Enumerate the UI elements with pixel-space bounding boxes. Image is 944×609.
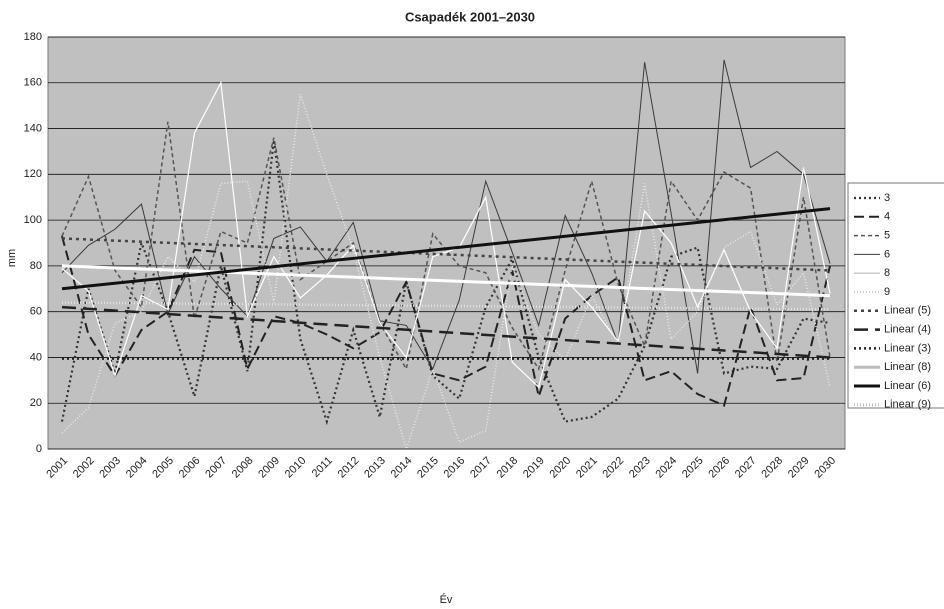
x-tick-label: 2008 bbox=[230, 455, 256, 481]
legend-label: 9 bbox=[884, 286, 890, 298]
x-tick-label: 2028 bbox=[759, 455, 785, 481]
y-tick-label: 140 bbox=[24, 122, 42, 134]
x-tick-label: 2012 bbox=[336, 455, 362, 481]
legend-label: 8 bbox=[884, 267, 890, 279]
y-tick-label: 120 bbox=[24, 168, 42, 180]
x-tick-label: 2020 bbox=[548, 455, 574, 481]
x-tick-label: 2005 bbox=[150, 455, 176, 481]
y-tick-label: 160 bbox=[24, 77, 42, 89]
trend-line bbox=[61, 301, 831, 311]
x-tick-label: 2007 bbox=[203, 455, 229, 481]
y-tick-label: 40 bbox=[30, 351, 42, 363]
legend bbox=[847, 182, 944, 409]
x-tick-label: 2021 bbox=[574, 455, 600, 481]
x-tick-label: 2004 bbox=[124, 455, 150, 481]
legend-label: 3 bbox=[884, 192, 890, 204]
x-tick-label: 2006 bbox=[177, 455, 203, 481]
y-tick-label: 60 bbox=[30, 306, 42, 318]
series-line bbox=[61, 59, 831, 374]
y-tick-label: 80 bbox=[30, 260, 42, 272]
x-tick-label: 2015 bbox=[415, 455, 441, 481]
x-tick-label: 2011 bbox=[310, 455, 335, 480]
y-tick-label: 0 bbox=[36, 443, 42, 455]
legend-label: Linear (9) bbox=[884, 399, 931, 411]
x-tick-label: 2016 bbox=[442, 455, 468, 481]
series-line bbox=[60, 139, 831, 426]
x-tick-label: 2025 bbox=[680, 455, 706, 481]
legend-label: 5 bbox=[884, 230, 890, 242]
x-tick-label: 2009 bbox=[256, 455, 282, 481]
trend-line bbox=[61, 207, 831, 291]
x-tick-label: 2013 bbox=[362, 455, 388, 481]
x-tick-label: 2018 bbox=[495, 455, 521, 481]
y-tick-label: 100 bbox=[24, 214, 42, 226]
legend-label: Linear (4) bbox=[884, 324, 931, 336]
legend-label: Linear (6) bbox=[884, 380, 931, 392]
legend-label: Linear (8) bbox=[884, 361, 931, 373]
x-axis-label: Év bbox=[440, 593, 453, 606]
x-tick-label: 2001 bbox=[44, 455, 70, 481]
x-tick-label: 2024 bbox=[653, 455, 679, 481]
x-tick-label: 2022 bbox=[601, 455, 627, 481]
x-tick-label: 2014 bbox=[389, 455, 415, 481]
x-tick-label: 2017 bbox=[468, 455, 494, 481]
x-tick-label: 2030 bbox=[812, 455, 838, 481]
trend-line bbox=[61, 237, 831, 272]
x-tick-label: 2019 bbox=[521, 455, 547, 481]
chart-title: Csapadék 2001–2030 bbox=[405, 9, 535, 24]
y-axis-label: mm bbox=[6, 249, 18, 267]
x-tick-label: 2027 bbox=[733, 455, 759, 481]
series-line bbox=[61, 80, 831, 389]
series-line bbox=[61, 235, 831, 407]
x-tick-label: 2010 bbox=[283, 455, 309, 481]
x-tick-label: 2023 bbox=[627, 455, 653, 481]
x-tick-label: 2003 bbox=[97, 455, 123, 481]
trend-line bbox=[61, 305, 831, 359]
legend-label: Linear (3) bbox=[884, 342, 931, 354]
y-tick-label: 180 bbox=[24, 31, 42, 43]
y-tick-label: 20 bbox=[30, 397, 42, 409]
legend-label: Linear (5) bbox=[884, 305, 931, 317]
plot-area bbox=[47, 36, 846, 450]
x-tick-label: 2026 bbox=[706, 455, 732, 481]
legend-label: 6 bbox=[884, 248, 890, 260]
x-tick-label: 2029 bbox=[786, 455, 812, 481]
trend-line bbox=[61, 264, 831, 298]
legend-label: 4 bbox=[884, 211, 890, 223]
x-tick-label: 2002 bbox=[71, 455, 97, 481]
